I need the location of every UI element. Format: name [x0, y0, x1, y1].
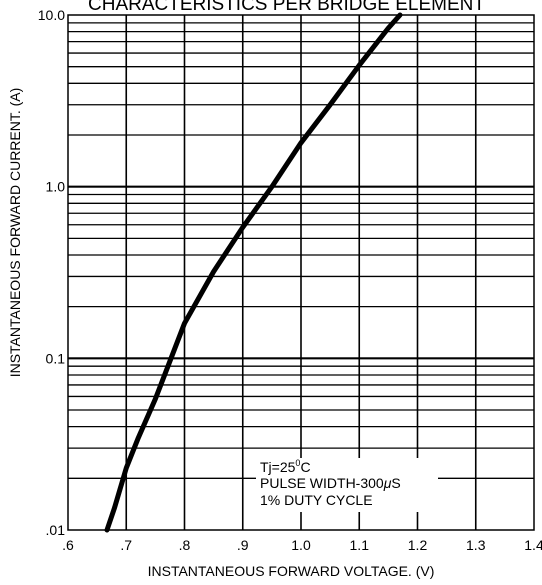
annotation-temp-text: Tj=25 — [260, 459, 296, 475]
x-tick-label: .6 — [62, 537, 74, 553]
y-tick-label: 0.1 — [46, 350, 66, 366]
x-axis-label: INSTANTANEOUS FORWARD VOLTAGE. (V) — [148, 563, 435, 579]
x-tick-label: 1.1 — [350, 537, 370, 553]
test-conditions-box: Tj=250C PULSE WIDTH-300μS 1% DUTY CYCLE — [256, 458, 438, 512]
x-tick-label: 1.4 — [524, 537, 542, 553]
annotation-celsius: C — [300, 459, 310, 475]
x-tick-labels: .6 .7 .8 .9 1.0 1.1 1.2 1.3 1.4 — [62, 537, 542, 553]
annotation-degree-sup: 0 — [295, 458, 300, 468]
y-axis-label: INSTANTANEOUS FORWARD CURRENT. (A) — [7, 88, 23, 378]
annotation-mu: μ — [383, 475, 392, 491]
x-tick-label: .7 — [120, 537, 132, 553]
y-tick-label: 1.0 — [46, 179, 66, 195]
x-tick-label: .8 — [179, 537, 191, 553]
y-tick-labels: .01 0.1 1.0 10.0 — [38, 7, 65, 538]
annotation-junction-temp: Tj=250C — [260, 458, 311, 475]
annotation-seconds: S — [391, 475, 400, 491]
annotation-background — [256, 458, 438, 512]
annotation-pulse-width: PULSE WIDTH-300μS — [260, 475, 401, 491]
x-tick-label: 1.2 — [408, 537, 428, 553]
forward-current-curve — [104, 12, 403, 533]
annotation-duty-cycle: 1% DUTY CYCLE — [260, 492, 373, 508]
x-tick-label: 1.3 — [466, 537, 486, 553]
x-tick-label: 1.0 — [291, 537, 311, 553]
chart-title: CHARACTERISTICS PER BRIDGE ELEMENT — [88, 0, 485, 15]
grid — [68, 15, 534, 530]
annotation-pulse-text: PULSE WIDTH-300 — [260, 475, 384, 491]
x-tick-label: .9 — [237, 537, 249, 553]
y-tick-label: .01 — [46, 522, 66, 538]
plot-frame — [67, 14, 535, 531]
y-tick-label: 10.0 — [38, 7, 65, 23]
